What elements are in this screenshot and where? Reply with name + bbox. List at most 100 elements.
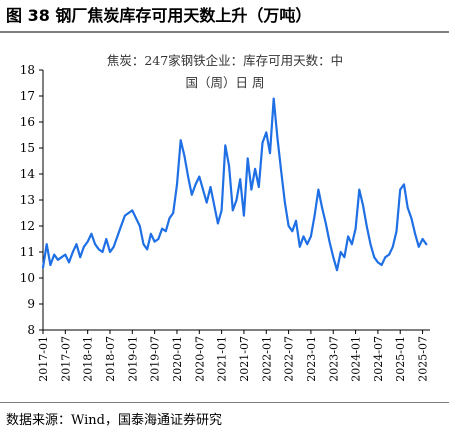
data-point bbox=[388, 253, 390, 256]
y-tick-label: 14 bbox=[20, 167, 36, 181]
data-point bbox=[49, 264, 52, 266]
data-point bbox=[168, 217, 171, 219]
y-tick-label: 9 bbox=[27, 297, 35, 311]
x-tick-label: 2024-07 bbox=[372, 336, 385, 382]
data-point bbox=[373, 256, 376, 258]
data-point bbox=[124, 214, 126, 217]
data-point bbox=[194, 183, 197, 186]
x-tick-label: 2017-07 bbox=[59, 336, 72, 382]
title-divider bbox=[0, 31, 449, 33]
data-point bbox=[276, 136, 279, 139]
data-point bbox=[146, 248, 148, 251]
data-point bbox=[45, 243, 48, 245]
x-tick-label: 2022-07 bbox=[283, 336, 296, 382]
data-point bbox=[83, 246, 85, 248]
data-point bbox=[250, 188, 253, 191]
data-point bbox=[109, 251, 111, 253]
data-point bbox=[317, 188, 320, 191]
source-divider bbox=[0, 402, 449, 403]
data-point bbox=[150, 233, 152, 235]
x-tick-label: 2025-01 bbox=[394, 336, 407, 382]
y-tick-label: 10 bbox=[20, 271, 35, 285]
x-tick-label: 2020-07 bbox=[193, 336, 206, 382]
data-point bbox=[172, 212, 174, 214]
data-point bbox=[228, 165, 230, 167]
data-point bbox=[425, 243, 428, 245]
data-point bbox=[60, 256, 63, 258]
data-point bbox=[410, 217, 413, 219]
data-point bbox=[265, 131, 268, 134]
data-point bbox=[246, 157, 249, 160]
data-point bbox=[161, 227, 163, 230]
data-point bbox=[384, 256, 387, 258]
y-tick-label: 12 bbox=[20, 219, 35, 233]
data-point bbox=[414, 233, 416, 235]
x-tick-label: 2018-01 bbox=[82, 336, 95, 382]
data-point bbox=[421, 238, 424, 240]
y-tick-label: 8 bbox=[27, 323, 35, 337]
data-point bbox=[64, 253, 67, 256]
data-point bbox=[116, 235, 119, 238]
data-point bbox=[131, 209, 134, 212]
data-point bbox=[351, 243, 353, 245]
data-point bbox=[153, 240, 156, 243]
y-axis-ticks: 8 9 10 11 12 13 14 15 16 17 18 bbox=[20, 63, 43, 337]
data-point bbox=[272, 97, 275, 100]
data-point bbox=[377, 261, 379, 264]
data-point bbox=[380, 264, 383, 266]
data-point bbox=[232, 209, 234, 212]
data-point bbox=[362, 204, 364, 206]
data-point bbox=[205, 201, 208, 204]
data-point bbox=[176, 183, 178, 186]
x-tick-label: 2020-01 bbox=[171, 336, 184, 382]
chart-title: 焦炭：247家钢铁企业：库存可用天数：中 国（周）日 周 bbox=[107, 53, 343, 90]
data-point bbox=[325, 222, 327, 225]
x-tick-label: 2019-01 bbox=[126, 336, 139, 382]
data-point bbox=[217, 222, 219, 225]
data-point bbox=[313, 214, 316, 217]
data-point bbox=[79, 256, 81, 258]
data-point bbox=[302, 235, 305, 238]
data-point bbox=[112, 246, 115, 248]
data-point bbox=[280, 170, 283, 173]
x-tick-label: 2021-01 bbox=[216, 336, 229, 382]
data-point bbox=[284, 201, 286, 204]
chart-title-line-2: 国（周）日 周 bbox=[186, 75, 265, 90]
data-point bbox=[142, 243, 145, 245]
x-tick-label: 2023-07 bbox=[327, 336, 340, 382]
y-tick-label: 11 bbox=[20, 245, 35, 259]
data-point bbox=[127, 212, 130, 214]
data-point bbox=[321, 207, 323, 209]
data-point bbox=[406, 207, 409, 209]
data-point bbox=[135, 217, 137, 219]
series-group bbox=[41, 97, 428, 272]
data-point bbox=[101, 251, 104, 253]
source-note: 数据来源：Wind，国泰海通证券研究 bbox=[6, 413, 222, 428]
x-tick-label: 2017-01 bbox=[37, 336, 50, 382]
data-point bbox=[243, 214, 245, 217]
x-axis-ticks: 2017-01 2017-07 2018-01 2018-07 2019-01 2019-… bbox=[37, 330, 430, 382]
data-point bbox=[418, 246, 420, 248]
data-point bbox=[343, 256, 346, 258]
data-point bbox=[328, 240, 331, 243]
x-tick-label: 2021-07 bbox=[238, 336, 251, 382]
data-point bbox=[198, 175, 201, 178]
data-point bbox=[261, 142, 264, 144]
data-point bbox=[220, 209, 223, 212]
data-point bbox=[306, 243, 309, 245]
x-tick-label: 2019-07 bbox=[149, 336, 162, 382]
data-point bbox=[72, 251, 74, 253]
data-point bbox=[258, 186, 260, 188]
data-point bbox=[187, 175, 189, 178]
data-point bbox=[139, 225, 141, 227]
data-point bbox=[369, 243, 372, 245]
data-point bbox=[239, 178, 241, 180]
data-point bbox=[403, 183, 405, 186]
data-point bbox=[209, 186, 212, 188]
data-point bbox=[365, 225, 368, 227]
data-point bbox=[310, 235, 312, 238]
data-point bbox=[269, 152, 271, 154]
data-point bbox=[68, 261, 70, 264]
figure-title: 图 38 钢厂焦炭库存可用天数上升（万吨） bbox=[6, 6, 312, 25]
data-point bbox=[57, 259, 59, 261]
